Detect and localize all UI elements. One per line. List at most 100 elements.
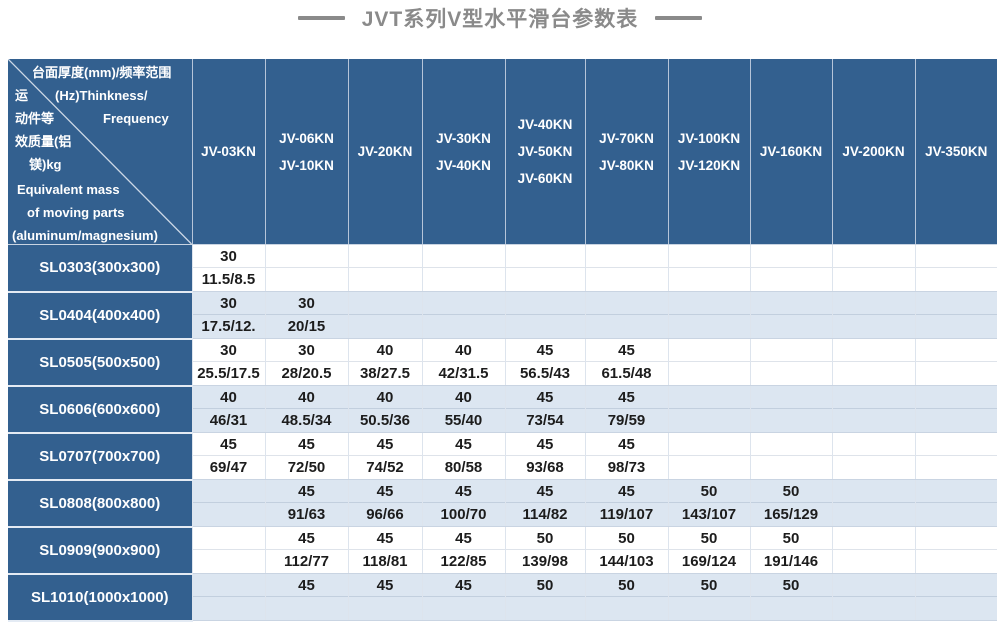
thickness-value — [423, 292, 505, 314]
data-cell: 50 191/146 — [749, 526, 832, 574]
thickness-value: 50 — [782, 530, 800, 547]
frequency-range-value — [348, 314, 422, 338]
data-cell — [504, 244, 585, 292]
data-cell: 50 — [504, 573, 585, 621]
column-header-label: JV-200KN — [842, 144, 905, 159]
frequency-range-value — [422, 596, 505, 620]
data-cell: 45 112/77 — [264, 526, 348, 574]
data-cell — [914, 291, 997, 339]
thickness-value: 45 — [536, 389, 554, 406]
thickness-value: 45 — [455, 530, 472, 547]
frequency-range-value — [915, 361, 997, 385]
data-cell — [831, 291, 915, 339]
parameter-table: 台面厚度(mm)/频率范围 运 (Hz)Thinkness/ 动件等 Frequ… — [8, 59, 997, 622]
frequency-range-value — [915, 267, 997, 291]
column-header: JV-350KN — [914, 59, 997, 245]
data-cell: 50 — [584, 573, 668, 621]
frequency-range-value — [265, 596, 348, 620]
frequency-range-value: 80/58 — [422, 455, 505, 479]
frequency-range-value: 25.5/17.5 — [192, 361, 265, 385]
frequency-range-value: 112/77 — [265, 549, 348, 573]
frequency-range-value — [750, 314, 832, 338]
data-cell: 45 80/58 — [421, 432, 505, 480]
thickness-value: 45 — [455, 483, 472, 500]
frequency-range-value — [668, 596, 750, 620]
corner-label-mass-en-3: (aluminum/magnesium) — [12, 228, 158, 243]
frequency-range-value — [505, 267, 585, 291]
frequency-range-value — [668, 314, 750, 338]
thickness-value: 45 — [298, 483, 315, 500]
data-cell — [421, 291, 505, 339]
thickness-value — [833, 480, 915, 502]
thickness-value — [916, 574, 998, 596]
frequency-range-value — [668, 408, 750, 432]
column-header-label: JV-30KN — [436, 130, 491, 146]
thickness-value: 40 — [376, 342, 394, 359]
column-header-label: JV-60KN — [517, 171, 573, 186]
data-cell — [584, 291, 668, 339]
frequency-range-value: 42/31.5 — [422, 361, 505, 385]
data-cell: 45 61.5/48 — [584, 338, 668, 386]
thickness-value — [669, 339, 750, 361]
frequency-range-value — [585, 314, 668, 338]
data-cell — [749, 291, 832, 339]
data-cell: 45 — [347, 573, 422, 621]
thickness-value — [916, 386, 998, 408]
frequency-range-value: 96/66 — [348, 502, 422, 526]
row-header: SL0404(400x400) — [8, 291, 192, 340]
corner-label-mass-cn-3: 效质量(铝 — [15, 134, 72, 149]
data-cell: 40 48.5/34 — [264, 385, 348, 433]
corner-label-mass-cn-2: 动件等 — [15, 111, 55, 126]
frequency-range-value: 61.5/48 — [585, 361, 668, 385]
thickness-value: 45 — [536, 436, 554, 453]
frequency-range-value — [505, 596, 585, 620]
frequency-range-value: 74/52 — [348, 455, 422, 479]
frequency-range-value: 20/15 — [265, 314, 348, 338]
data-cell — [914, 385, 998, 433]
thickness-value: 40 — [376, 389, 394, 406]
frequency-range-value: 46/31 — [192, 408, 265, 432]
frequency-range-value — [832, 596, 915, 620]
frequency-range-value — [750, 455, 832, 479]
thickness-value — [833, 386, 915, 408]
thickness-value — [586, 245, 668, 267]
column-header-label: JV-350KN — [925, 144, 988, 159]
data-cell: 50 144/103 — [584, 526, 668, 574]
data-cell: 45 56.5/43 — [504, 338, 585, 386]
frequency-range-value: 55/40 — [422, 408, 505, 432]
title-dash-right-icon — [655, 16, 703, 20]
row-header: SL0303(300x300) — [8, 244, 192, 293]
frequency-range-value: 79/59 — [585, 408, 668, 432]
data-cell — [749, 432, 832, 480]
thickness-value: 45 — [455, 577, 472, 594]
data-cell: 30 28/20.5 — [264, 338, 348, 386]
thickness-value — [916, 480, 998, 502]
frequency-range-value — [192, 596, 265, 620]
thickness-value: 45 — [536, 342, 554, 359]
frequency-range-value: 118/81 — [348, 549, 422, 573]
page-title-text: JVT系列V型水平滑台参数表 — [361, 8, 639, 31]
table-row: SL0808(800x800) 45 91/63 45 96/66 45 100/70 45 1… — [8, 479, 998, 528]
data-cell: 50 139/98 — [504, 526, 585, 574]
thickness-value — [751, 386, 832, 408]
column-header-label: JV-40KN — [436, 157, 491, 173]
table-row: SL0505(500x500) 30 25.5/17.5 30 28/20.5 40 38/… — [8, 338, 997, 387]
thickness-value — [916, 527, 998, 549]
thickness-value: 40 — [298, 389, 315, 406]
data-cell: 30 25.5/17.5 — [191, 338, 265, 386]
thickness-value — [833, 292, 915, 314]
data-cell — [831, 338, 915, 386]
column-header-label: JV-10KN — [279, 157, 334, 173]
frequency-range-value: 93/68 — [505, 455, 585, 479]
frequency-range-value — [915, 549, 997, 573]
frequency-range-value: 69/47 — [192, 455, 265, 479]
frequency-range-value — [915, 408, 997, 432]
frequency-range-value: 72/50 — [265, 455, 348, 479]
corner-label-mass-cn-4: 镁)kg — [29, 157, 62, 172]
data-cell: 45 122/85 — [421, 526, 505, 574]
frequency-range-value — [832, 455, 915, 479]
thickness-value: 45 — [455, 436, 472, 453]
data-cell — [667, 385, 750, 433]
thickness-value: 40 — [455, 389, 472, 406]
data-cell — [831, 244, 915, 292]
